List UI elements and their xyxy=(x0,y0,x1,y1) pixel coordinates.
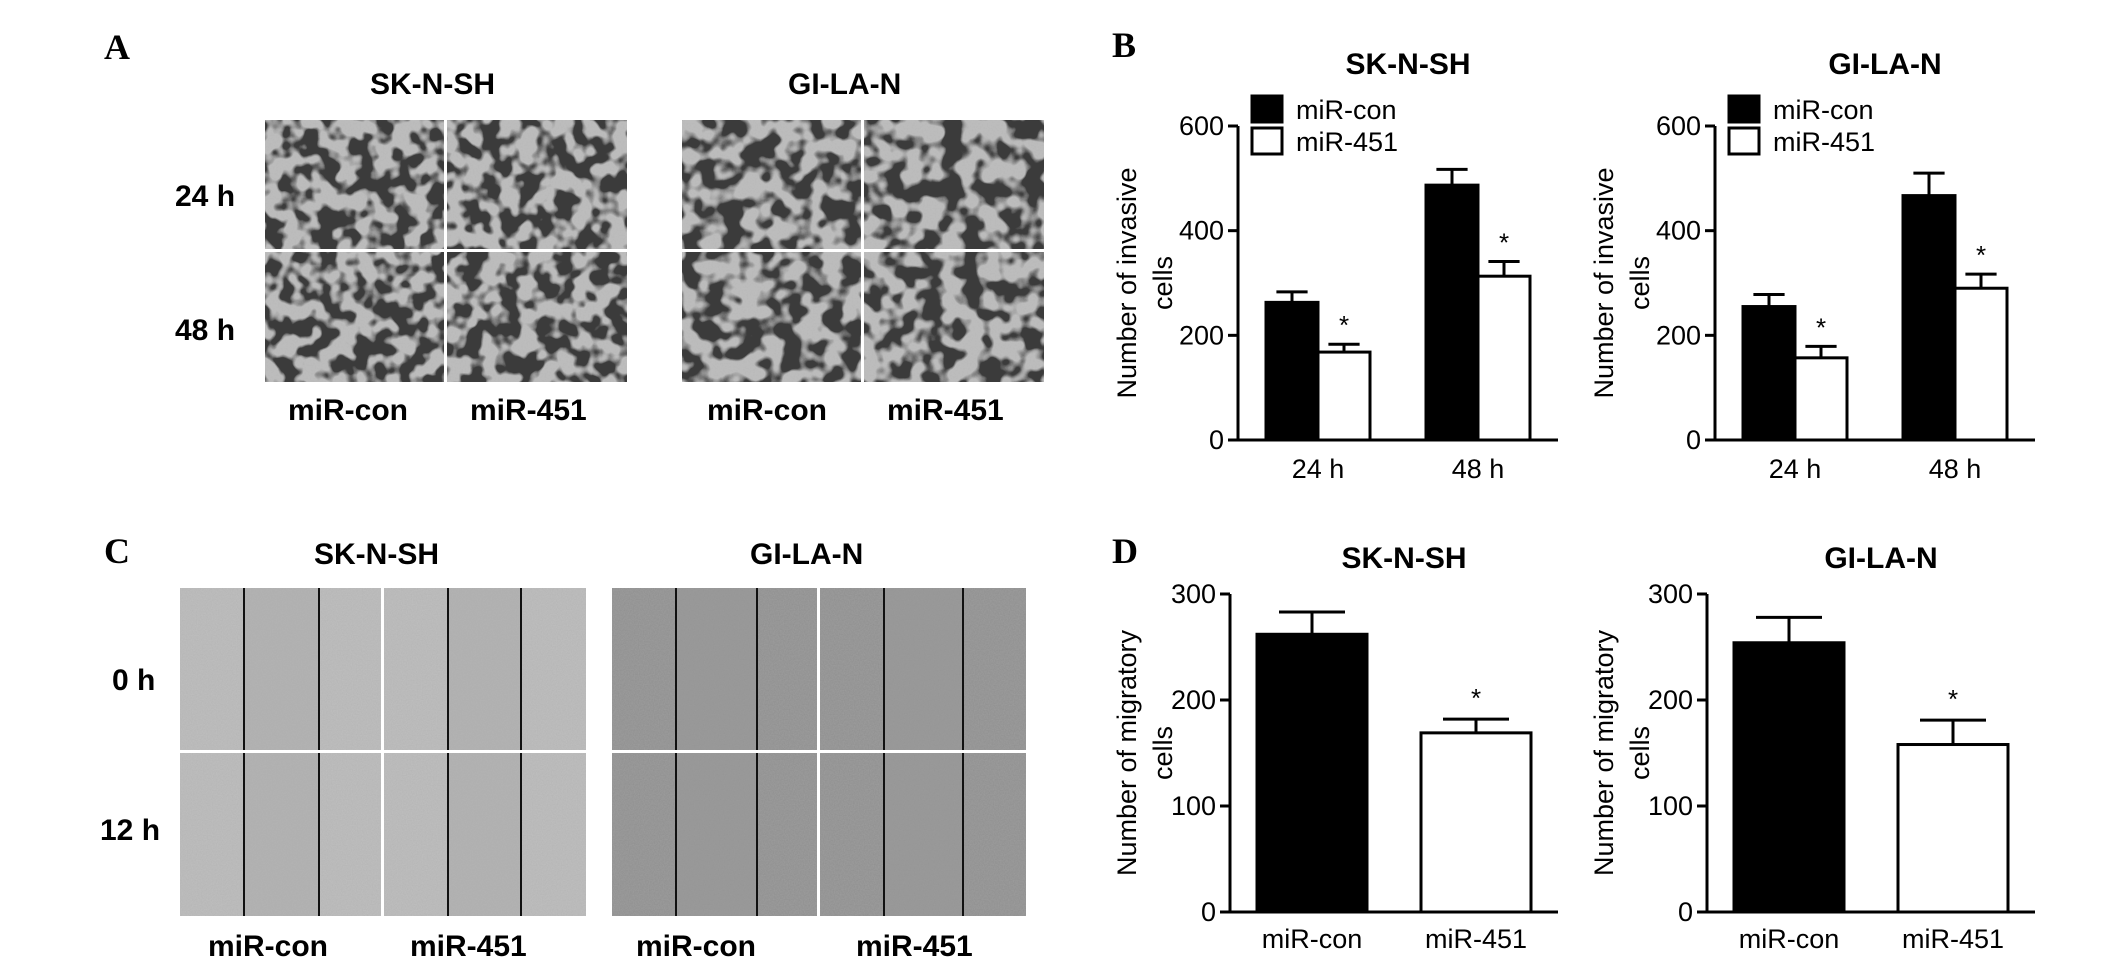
y-axis-label: cells xyxy=(1148,256,1178,310)
y-axis-label: Number of migratory xyxy=(1112,629,1142,876)
y-tick-label: 400 xyxy=(1656,216,1701,246)
x-tick-label: miR-451 xyxy=(1902,924,2004,954)
panel-a-col-label-sknsh-con: miR-con xyxy=(288,394,408,427)
chart-d-sknsh-svg: SK-N-SH Number of migratory cells 0 100 200 30… xyxy=(1112,542,1558,954)
panel-c-col-label-gilan-451: miR-451 xyxy=(856,930,973,963)
panel-label-b: B xyxy=(1112,25,1137,65)
x-tick-label: miR-con xyxy=(1262,924,1363,954)
chart-d-sknsh: SK-N-SH Number of migratory cells 0 100 200 30… xyxy=(1108,530,1578,971)
panel-a-title-gilan: GI-LA-N xyxy=(788,68,902,101)
panel-c-col-label-sknsh-451: miR-451 xyxy=(410,930,527,963)
legend-swatch-mir-451 xyxy=(1727,126,1761,156)
chart-b-sknsh-svg: SK-N-SH Number of invasive cells 0 200 400 600… xyxy=(1112,48,1558,484)
panel-c-col-label-sknsh-con: miR-con xyxy=(208,930,328,963)
significance-marker: * xyxy=(1976,240,1986,270)
legend-label: miR-451 xyxy=(1296,127,1398,157)
significance-marker: * xyxy=(1471,683,1481,713)
bar-mir-con xyxy=(1732,641,1846,914)
y-axis-label: cells xyxy=(1148,726,1178,780)
chart-d-gilan-svg: GI-LA-N Number of migratory cells 0 100 200 30… xyxy=(1589,542,2035,954)
panel-c-gilan-wound-image xyxy=(612,588,1026,916)
bar-mir-451 xyxy=(1419,731,1533,914)
significance-marker: * xyxy=(1816,312,1826,342)
bar-mir-con xyxy=(1424,183,1480,442)
y-tick-label: 300 xyxy=(1648,579,1693,609)
bar-mir-con xyxy=(1901,194,1957,442)
bar-mir-con xyxy=(1255,632,1369,914)
bar-mir-451 xyxy=(1793,356,1849,442)
chart-title: SK-N-SH xyxy=(1346,48,1471,81)
y-tick-label: 200 xyxy=(1656,320,1701,350)
y-tick-label: 0 xyxy=(1686,425,1701,455)
x-tick-label: miR-451 xyxy=(1425,924,1527,954)
bar-mir-451 xyxy=(1316,350,1372,442)
panel-a-row-label-24h: 24 h xyxy=(175,180,236,213)
legend-label: miR-con xyxy=(1296,95,1397,125)
panel-label-a: A xyxy=(104,27,130,67)
significance-marker: * xyxy=(1948,684,1958,714)
y-tick-label: 100 xyxy=(1171,791,1216,821)
x-tick-label: 24 h xyxy=(1769,454,1822,484)
panel-a-sknsh-micrograph xyxy=(265,120,627,382)
panel-c-title-gilan: GI-LA-N xyxy=(750,538,864,571)
y-tick-label: 100 xyxy=(1648,791,1693,821)
bar-mir-451 xyxy=(1476,274,1532,442)
y-axis-label: Number of invasive xyxy=(1589,167,1619,398)
chart-d-gilan: GI-LA-N Number of migratory cells 0 100 200 30… xyxy=(1585,530,2055,971)
chart-title: SK-N-SH xyxy=(1342,542,1467,575)
y-tick-label: 400 xyxy=(1179,216,1224,246)
chart-title: GI-LA-N xyxy=(1824,542,1937,575)
x-tick-label: miR-con xyxy=(1739,924,1840,954)
x-tick-label: 24 h xyxy=(1292,454,1345,484)
legend-label: miR-451 xyxy=(1773,127,1875,157)
bar-mir-451 xyxy=(1896,743,2010,914)
y-tick-label: 200 xyxy=(1648,685,1693,715)
panel-a-row-label-48h: 48 h xyxy=(175,314,236,347)
y-tick-label: 200 xyxy=(1171,685,1216,715)
y-axis-label: cells xyxy=(1625,256,1655,310)
y-tick-label: 200 xyxy=(1179,320,1224,350)
significance-marker: * xyxy=(1339,310,1349,340)
legend-swatch-mir-451 xyxy=(1250,126,1284,156)
y-axis-label: Number of migratory xyxy=(1589,629,1619,876)
chart-b-gilan: GI-LA-N Number of invasive cells 0 200 400 600… xyxy=(1585,40,2055,505)
panel-c-row-label-0h: 0 h xyxy=(112,664,156,697)
chart-b-sknsh: SK-N-SH Number of invasive cells 0 200 400 600… xyxy=(1108,40,1578,505)
bar-mir-con xyxy=(1264,300,1320,442)
x-tick-label: 48 h xyxy=(1452,454,1505,484)
panel-c-title-sknsh: SK-N-SH xyxy=(314,538,439,571)
panel-a-col-label-gilan-451: miR-451 xyxy=(887,394,1004,427)
panel-c-col-label-gilan-con: miR-con xyxy=(636,930,756,963)
y-tick-label: 0 xyxy=(1678,897,1693,927)
legend-swatch-mir-con xyxy=(1250,94,1284,124)
y-tick-label: 300 xyxy=(1171,579,1216,609)
chart-title: GI-LA-N xyxy=(1828,48,1941,81)
panel-a-gilan-micrograph xyxy=(682,120,1044,382)
panel-label-d: D xyxy=(1112,531,1138,571)
bar-mir-con xyxy=(1741,305,1797,442)
x-tick-label: 48 h xyxy=(1929,454,1982,484)
y-axis-label: cells xyxy=(1625,726,1655,780)
panel-c-sknsh-wound-image xyxy=(180,588,586,916)
bar-mir-451 xyxy=(1953,286,2009,442)
legend-swatch-mir-con xyxy=(1727,94,1761,124)
y-tick-label: 600 xyxy=(1179,111,1224,141)
y-tick-label: 0 xyxy=(1201,897,1216,927)
y-tick-label: 0 xyxy=(1209,425,1224,455)
significance-marker: * xyxy=(1499,228,1509,258)
y-axis-label: Number of invasive xyxy=(1112,167,1142,398)
panel-a-title-sknsh: SK-N-SH xyxy=(370,68,495,101)
panel-a-col-label-sknsh-451: miR-451 xyxy=(470,394,587,427)
legend-label: miR-con xyxy=(1773,95,1874,125)
panel-c-row-label-12h: 12 h xyxy=(100,814,161,847)
chart-b-gilan-svg: GI-LA-N Number of invasive cells 0 200 400 600… xyxy=(1589,48,2035,484)
panel-a-col-label-gilan-con: miR-con xyxy=(707,394,827,427)
y-tick-label: 600 xyxy=(1656,111,1701,141)
panel-label-c: C xyxy=(104,531,130,571)
